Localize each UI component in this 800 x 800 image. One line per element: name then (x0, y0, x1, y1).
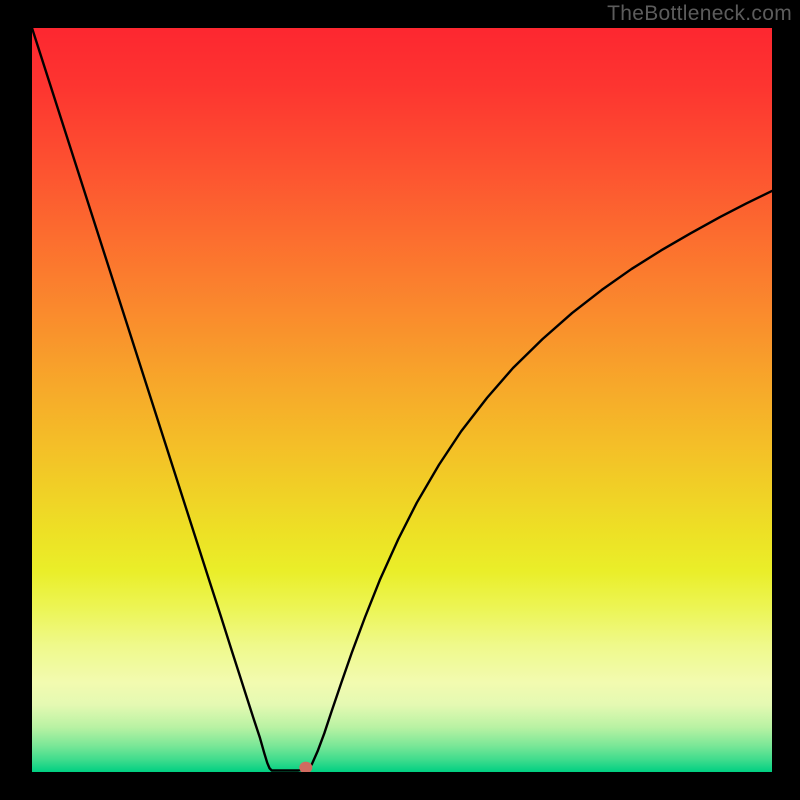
attribution-text: TheBottleneck.com (607, 2, 792, 26)
bottleneck-chart (32, 28, 772, 772)
optimal-point-marker (300, 762, 312, 772)
chart-background (32, 28, 772, 772)
